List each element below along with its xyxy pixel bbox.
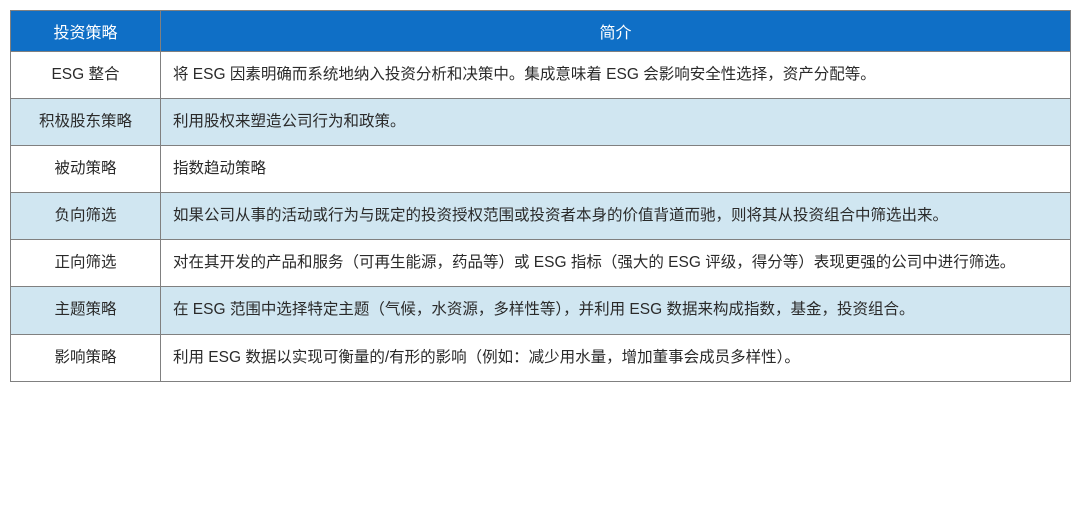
col-header-description: 简介 bbox=[161, 11, 1071, 52]
col-header-strategy: 投资策略 bbox=[11, 11, 161, 52]
table-header-row: 投资策略 简介 bbox=[11, 11, 1071, 52]
esg-strategies-table: 投资策略 简介 ESG 整合 将 ESG 因素明确而系统地纳入投资分析和决策中。… bbox=[10, 10, 1071, 382]
cell-strategy: 正向筛选 bbox=[11, 240, 161, 287]
table-row: 被动策略 指数趋动策略 bbox=[11, 146, 1071, 193]
table-row: 主题策略 在 ESG 范围中选择特定主题（气候，水资源，多样性等），并利用 ES… bbox=[11, 287, 1071, 334]
cell-description: 将 ESG 因素明确而系统地纳入投资分析和决策中。集成意味着 ESG 会影响安全… bbox=[161, 52, 1071, 99]
cell-strategy: 积极股东策略 bbox=[11, 99, 161, 146]
cell-description: 利用 ESG 数据以实现可衡量的/有形的影响（例如：减少用水量，增加董事会成员多… bbox=[161, 334, 1071, 381]
cell-strategy: ESG 整合 bbox=[11, 52, 161, 99]
cell-description: 在 ESG 范围中选择特定主题（气候，水资源，多样性等），并利用 ESG 数据来… bbox=[161, 287, 1071, 334]
table-row: 正向筛选 对在其开发的产品和服务（可再生能源，药品等）或 ESG 指标（强大的 … bbox=[11, 240, 1071, 287]
cell-description: 对在其开发的产品和服务（可再生能源，药品等）或 ESG 指标（强大的 ESG 评… bbox=[161, 240, 1071, 287]
cell-description: 指数趋动策略 bbox=[161, 146, 1071, 193]
cell-strategy: 影响策略 bbox=[11, 334, 161, 381]
table-row: 负向筛选 如果公司从事的活动或行为与既定的投资授权范围或投资者本身的价值背道而驰… bbox=[11, 193, 1071, 240]
table-row: 影响策略 利用 ESG 数据以实现可衡量的/有形的影响（例如：减少用水量，增加董… bbox=[11, 334, 1071, 381]
cell-strategy: 被动策略 bbox=[11, 146, 161, 193]
table-row: ESG 整合 将 ESG 因素明确而系统地纳入投资分析和决策中。集成意味着 ES… bbox=[11, 52, 1071, 99]
cell-strategy: 主题策略 bbox=[11, 287, 161, 334]
cell-description: 如果公司从事的活动或行为与既定的投资授权范围或投资者本身的价值背道而驰，则将其从… bbox=[161, 193, 1071, 240]
cell-description: 利用股权来塑造公司行为和政策。 bbox=[161, 99, 1071, 146]
cell-strategy: 负向筛选 bbox=[11, 193, 161, 240]
table-row: 积极股东策略 利用股权来塑造公司行为和政策。 bbox=[11, 99, 1071, 146]
